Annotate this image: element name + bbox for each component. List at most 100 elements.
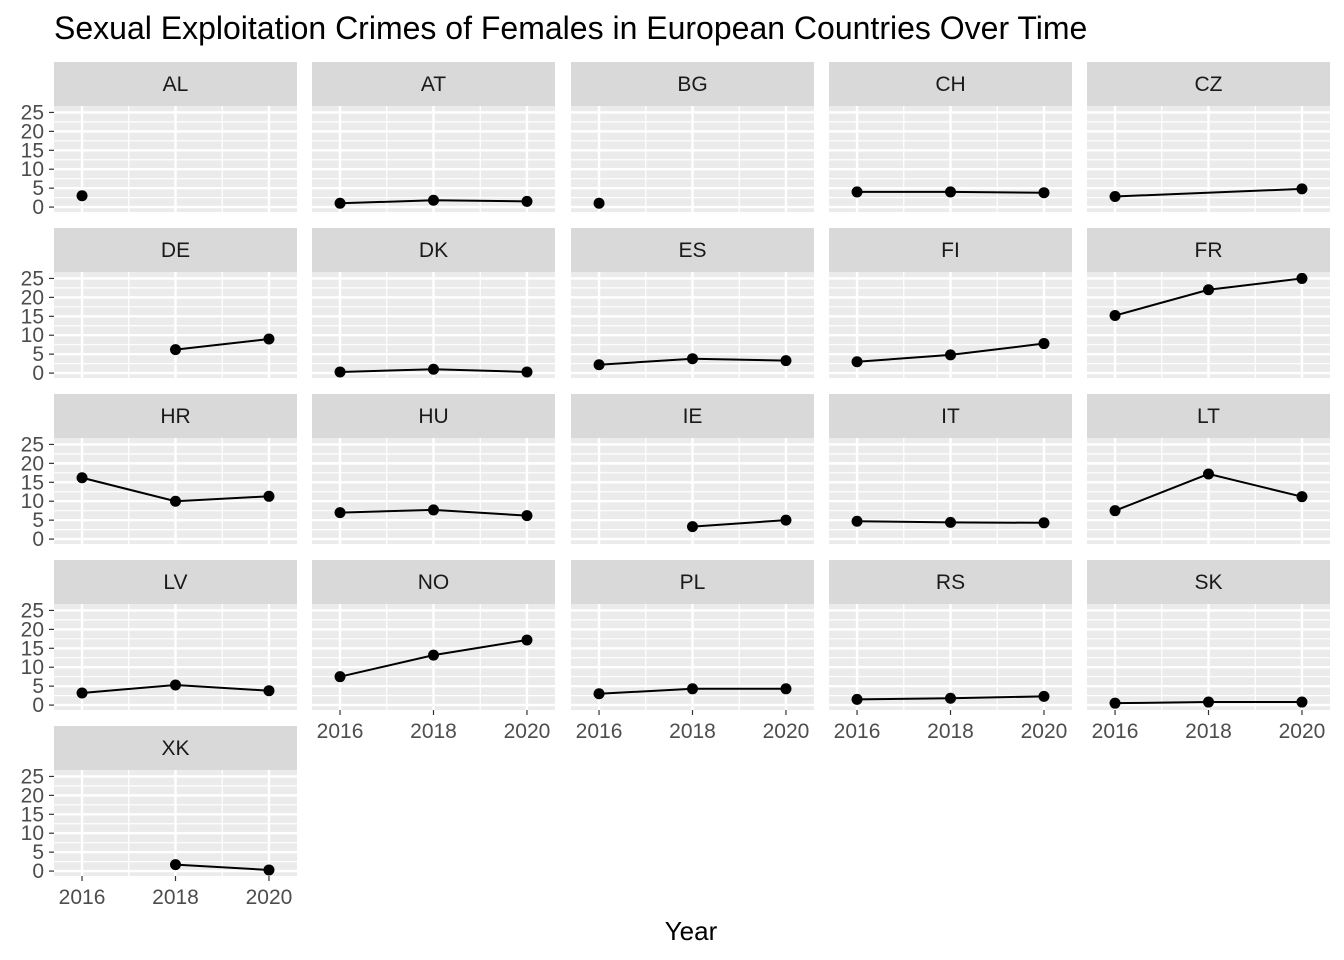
data-point: [1296, 491, 1308, 503]
data-point: [1109, 697, 1121, 709]
data-point: [521, 195, 533, 207]
data-point: [76, 472, 88, 484]
y-tick-label: 5: [32, 177, 44, 200]
y-tick-label: 10: [21, 490, 44, 513]
facet-strip: [312, 62, 555, 106]
facet-es: ES: [571, 228, 814, 378]
data-point: [334, 507, 346, 519]
data-point: [334, 197, 346, 209]
data-point: [428, 649, 439, 661]
data-point: [780, 355, 792, 367]
facet-no: NO 2016 2018 2020: [312, 560, 555, 743]
facet-strip: [571, 228, 814, 272]
x-axis-title: Year: [665, 916, 718, 946]
x-tick-label: 2020: [1279, 720, 1326, 743]
facet-label: CH: [935, 73, 965, 96]
data-point: [428, 363, 439, 375]
y-tick-label: 0: [32, 860, 44, 883]
facet-dk: DK: [312, 228, 555, 378]
y-tick-label: 15: [21, 471, 44, 494]
facet-label: FR: [1195, 239, 1223, 262]
y-tick-label: 20: [21, 618, 44, 641]
y-tick-label: 25: [21, 765, 44, 788]
x-tick-label: 2020: [246, 886, 293, 909]
data-point: [687, 683, 698, 695]
facet-bg: BG: [571, 62, 814, 212]
facet-strip: [54, 394, 297, 438]
data-point: [1038, 517, 1050, 529]
data-point: [521, 366, 533, 378]
y-tick-label: 20: [21, 452, 44, 475]
series-line: [692, 519, 787, 528]
facet-strip: [829, 228, 1072, 272]
facet-pl: PL 2016 2018 2020: [571, 560, 814, 743]
facet-strip: [54, 726, 297, 770]
y-tick-label: 10: [21, 324, 44, 347]
data-point: [945, 186, 956, 198]
data-point: [170, 344, 181, 356]
facet-sk: SK 2016 2018 2020: [1087, 560, 1330, 743]
facet-strip: [54, 560, 297, 604]
facet-strip: [312, 228, 555, 272]
data-point: [263, 864, 275, 876]
facet-strip: [829, 394, 1072, 438]
facet-label: IE: [683, 405, 703, 428]
data-point: [780, 683, 792, 695]
y-tick-label: 25: [21, 267, 44, 290]
data-point: [1109, 310, 1121, 322]
facet-lt: LT: [1087, 394, 1330, 544]
y-tick-label: 0: [32, 528, 44, 551]
facet-label: HU: [418, 405, 448, 428]
facet-label: DE: [161, 239, 190, 262]
series-line: [175, 338, 270, 351]
data-point: [1038, 690, 1050, 702]
data-point: [780, 514, 792, 526]
data-point: [945, 692, 956, 704]
data-point: [851, 356, 863, 368]
data-point: [687, 353, 698, 365]
data-point: [263, 490, 275, 502]
data-point: [945, 349, 956, 361]
data-point: [851, 515, 863, 527]
data-point: [521, 634, 533, 646]
facet-label: XK: [161, 737, 189, 760]
facet-hu: HU: [312, 394, 555, 544]
y-tick-label: 5: [32, 509, 44, 532]
facet-strip: [54, 62, 297, 106]
facet-strip: [571, 62, 814, 106]
data-point: [1296, 696, 1308, 708]
data-point: [1203, 696, 1214, 708]
series-line: [175, 863, 270, 871]
y-tick-label: 0: [32, 694, 44, 717]
data-point: [1109, 505, 1121, 517]
y-tick-label: 0: [32, 362, 44, 385]
x-tick-label: 2018: [1185, 720, 1232, 743]
y-tick-label: 5: [32, 675, 44, 698]
x-tick-label: 2020: [1021, 720, 1068, 743]
facet-strip: [312, 560, 555, 604]
data-point: [687, 521, 698, 533]
data-point: [334, 366, 346, 378]
y-tick-label: 15: [21, 305, 44, 328]
facet-it: IT: [829, 394, 1072, 544]
y-tick-label: 5: [32, 841, 44, 864]
data-point: [1296, 272, 1308, 284]
data-point: [1038, 187, 1050, 199]
facet-label: ES: [678, 239, 706, 262]
facet-fr: FR: [1087, 228, 1330, 378]
y-tick-label: 10: [21, 656, 44, 679]
data-point: [76, 190, 88, 202]
data-point: [851, 693, 863, 705]
y-tick-label: 15: [21, 637, 44, 660]
x-tick-label: 2016: [59, 886, 106, 909]
facet-label: BG: [677, 73, 707, 96]
data-point: [851, 186, 863, 198]
y-tick-label: 20: [21, 784, 44, 807]
series-line: [1114, 187, 1303, 198]
data-point: [1109, 190, 1121, 202]
y-tick-label: 5: [32, 343, 44, 366]
